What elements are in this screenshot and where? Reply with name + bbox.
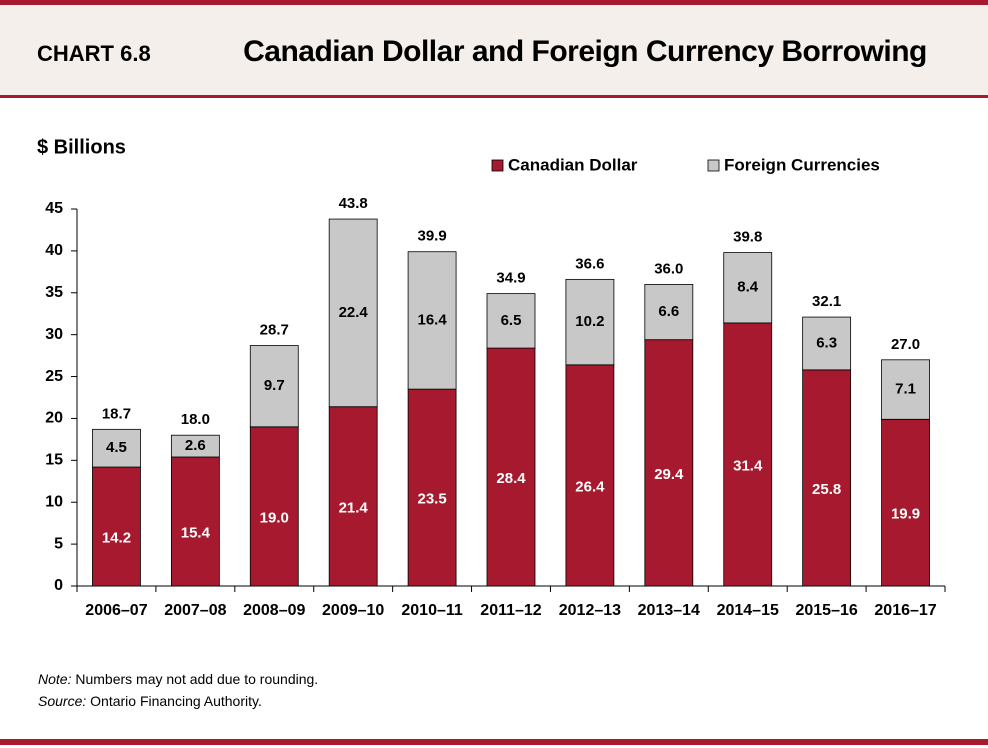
x-tick-label: 2013–14 [638,602,700,619]
source: Source: Ontario Financing Authority. [38,690,318,712]
x-tick-label: 2008–09 [243,602,305,619]
data-label: 9.7 [264,377,285,394]
bar-segment [486,293,536,349]
x-tick-label: 2012–13 [559,602,621,619]
notes: Note: Numbers may not add due to roundin… [38,668,318,712]
data-label: 2.6 [185,437,206,454]
bar-segment [92,428,141,468]
total-label: 18.0 [181,411,210,428]
bar-segment [802,369,852,587]
data-label: 29.4 [654,466,684,483]
total-label: 36.0 [654,260,683,277]
chart-title: Canadian Dollar and Foreign Currency Bor… [243,35,927,68]
y-tick-label: 40 [45,242,63,259]
total-label: 34.9 [496,270,525,287]
legend-swatch [491,159,504,172]
bar-segment [644,339,694,587]
data-label: 14.2 [102,529,131,546]
y-tick-label: 5 [54,535,63,552]
bar-segment [249,426,299,587]
x-tick-label: 2009–10 [322,602,384,619]
data-label: 15.4 [181,524,211,541]
total-label: 18.7 [102,405,131,422]
legend-label: Canadian Dollar [508,155,638,174]
header: CHART 6.8 Canadian Dollar and Foreign Cu… [0,0,988,98]
data-label: 16.4 [417,311,447,328]
bar-segment [723,322,773,587]
x-tick-label: 2016–17 [874,602,936,619]
x-tick-label: 2010–11 [401,602,463,619]
total-label: 32.1 [812,293,841,310]
bar-segment [407,388,457,587]
bar-segment [170,456,220,587]
note-text: Numbers may not add due to rounding. [75,671,319,687]
y-tick-label: 0 [54,577,63,594]
data-label: 7.1 [895,381,916,398]
total-label: 28.7 [260,322,289,339]
data-label: 28.4 [496,470,526,487]
data-label: 4.5 [106,439,127,456]
bar-segment [565,364,615,587]
bar-segment [328,406,378,587]
total-label: 43.8 [339,195,368,212]
x-tick-label: 2014–15 [717,602,779,619]
y-tick-label: 45 [45,200,63,217]
data-label: 6.5 [501,312,522,329]
y-tick-label: 35 [45,284,63,301]
x-tick-label: 2011–12 [480,602,542,619]
data-label: 6.6 [658,303,679,320]
chart: $ Billions Canadian Dollar Foreign Currenc… [37,136,946,619]
x-tick-label: 2007–08 [164,602,226,619]
y-tick-label: 10 [45,493,63,510]
y-tick-label: 15 [45,452,63,469]
y-tick-label: 20 [45,410,63,427]
bar-segment [565,278,615,366]
data-label: 19.0 [260,509,289,526]
data-label: 21.4 [339,499,369,516]
data-label: 22.4 [339,304,369,321]
y-tick-label: 25 [45,368,63,385]
data-label: 25.8 [812,481,841,498]
total-label: 39.8 [733,229,762,246]
bar-segment [407,251,457,390]
data-label: 26.4 [575,478,605,495]
bar-segment [802,316,852,371]
data-label: 8.4 [737,279,759,296]
note: Note: Numbers may not add due to roundin… [38,668,318,690]
data-label: 31.4 [733,457,763,474]
y-tick-label: 30 [45,326,63,343]
data-label: 6.3 [816,334,837,351]
bar-segment [881,418,930,587]
chart-label: CHART 6.8 [37,41,151,66]
y-axis-label: $ Billions [37,136,126,158]
x-tick-label: 2006–07 [85,602,147,619]
bar-segment [170,434,220,458]
source-text: Ontario Financing Authority. [90,693,262,709]
bar-segment [486,347,536,587]
bar-segment [328,218,378,408]
data-label: 19.9 [891,506,920,523]
x-tick-label: 2015–16 [795,602,857,619]
bottom-rule [0,739,988,745]
bar-segment [249,345,299,428]
legend-label: Foreign Currencies [724,155,880,174]
bar-segment [92,466,141,587]
bar-segment [723,252,773,324]
bar-segment [881,359,930,420]
note-label: Note: [38,671,72,687]
data-label: 23.5 [417,491,446,508]
bar-segment [644,283,694,341]
data-label: 10.2 [575,313,604,330]
total-label: 39.9 [417,228,446,245]
total-label: 27.0 [891,336,920,353]
total-label: 36.6 [575,255,604,272]
source-label: Source: [38,693,87,709]
legend-swatch [707,159,720,172]
